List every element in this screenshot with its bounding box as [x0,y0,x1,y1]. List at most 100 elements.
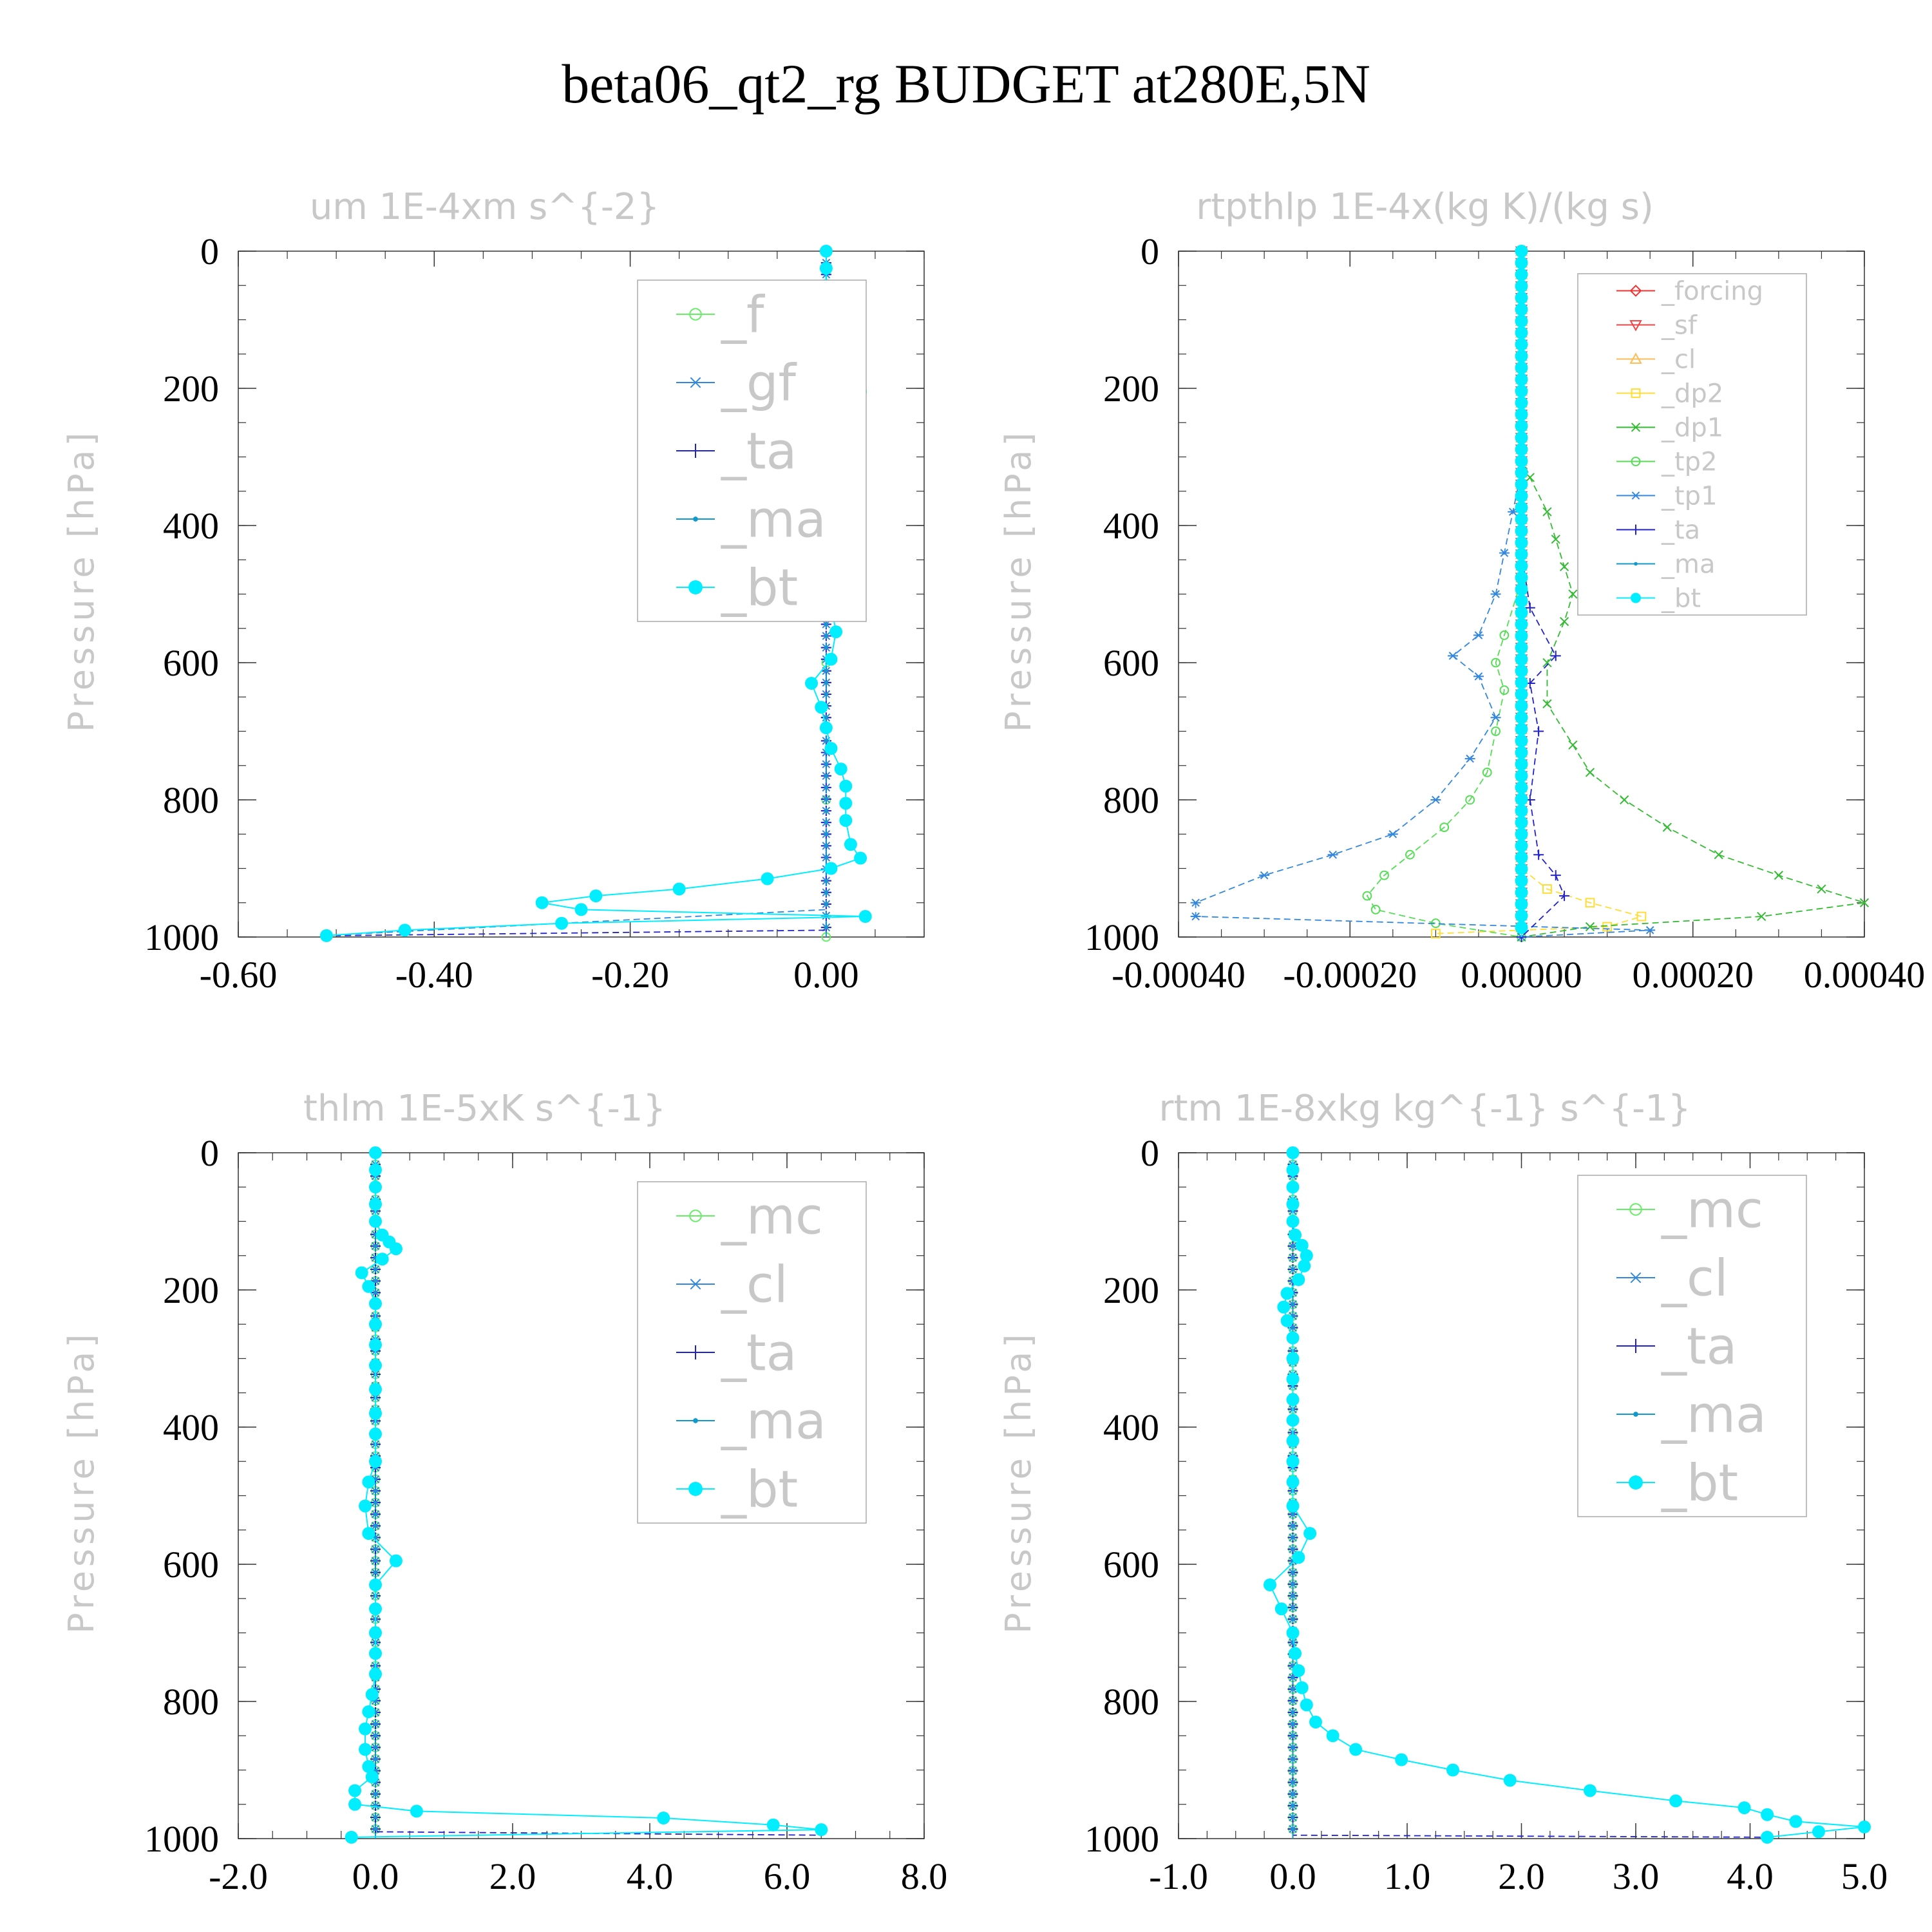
data-point [1515,862,1528,876]
y-tick-label: 200 [163,368,219,410]
data-point [1858,1820,1871,1833]
data-point [824,855,828,860]
legend-label: _mc [1661,1181,1763,1239]
legend-marker [1629,285,1642,297]
data-point [1817,884,1826,894]
data-point [824,773,828,778]
data-point [824,692,828,696]
data-point [1515,792,1528,806]
data-point [369,1163,382,1177]
data-point [1291,1722,1295,1726]
series-line [1435,251,1644,934]
legend-label: _bt [1661,584,1701,614]
figure-title: beta06_qt2_rg BUDGET at280E,5N [562,53,1370,115]
legend-label: _dp2 [1661,379,1723,409]
panel-title: rtpthlp 1E-4x(kg K)/(kg s) [1196,186,1654,228]
data-point [1550,650,1561,661]
data-point [374,1734,377,1738]
data-point [1190,912,1201,921]
data-point [1515,408,1528,421]
data-point [1533,849,1544,860]
data-point [1291,1570,1295,1575]
x-tick-label: 0.00040 [1804,954,1926,996]
data-point [369,1602,382,1616]
data-point [824,878,828,883]
data-point [1524,602,1535,613]
legend-box [637,279,867,622]
x-tick-label: 4.0 [627,1855,674,1897]
data-point [1515,454,1528,468]
data-point [834,762,848,776]
data-point [824,902,828,906]
data-point [1286,1163,1300,1177]
legend-item: _bt [1616,1454,1738,1512]
legend-marker [1631,457,1641,466]
data-point [1568,589,1578,599]
data-point [369,1626,382,1640]
data-point [1515,734,1528,748]
data-point [1515,711,1528,724]
y-tick-label: 600 [1103,642,1159,684]
data-point [374,1489,377,1493]
data-point [1568,740,1578,750]
legend-item: _ta [676,422,797,480]
data-point [1280,1287,1294,1300]
data-point [1370,905,1381,914]
data-point [1515,897,1528,911]
data-point [1515,571,1528,584]
data-point [1473,631,1484,639]
legend-marker [1633,1412,1638,1417]
data-point [1738,1801,1751,1815]
data-point [1515,676,1528,689]
data-point [819,245,833,258]
data-point [365,1770,379,1784]
plot-area [345,1146,828,1844]
data-point [1620,795,1629,805]
data-point [374,1524,377,1528]
data-point [1515,245,1528,258]
legend-item: _ta [1616,516,1700,545]
legend-item: _bt [676,559,798,617]
data-point [369,1427,382,1441]
data-point [824,622,828,627]
data-point [1448,652,1458,660]
data-point [389,1242,402,1256]
data-point [369,1578,382,1591]
legend-marker [1631,491,1641,500]
legend-item: _sf [1616,311,1698,341]
data-point [1515,652,1528,666]
data-point [319,929,333,942]
data-point [1515,921,1528,934]
data-point [1584,1784,1596,1797]
data-point [1669,1794,1683,1808]
data-point [824,809,828,813]
data-point [824,786,828,790]
legend-label: _tp2 [1661,448,1718,477]
legend-marker [1631,422,1641,432]
x-tick-label: -0.60 [200,954,278,996]
data-point [824,890,828,895]
data-point [374,1512,377,1517]
data-point [1490,713,1501,722]
legend-label: _mc [721,1188,823,1245]
series-line [1366,251,1522,938]
data-point [1291,1605,1295,1609]
data-point [1559,891,1570,902]
legend-item: _cl [676,1256,788,1314]
legend-item: _forcing [1616,277,1763,307]
data-point [1430,795,1441,804]
data-point [1349,1743,1363,1756]
data-point [1515,337,1528,351]
data-point [1515,279,1528,293]
legend-label: _ma [721,491,826,549]
data-point [1303,1527,1317,1540]
legend-item: _tp1 [1616,482,1718,511]
data-point [1291,1617,1295,1621]
legend-label: _ma [1661,1386,1766,1444]
x-tick-label: 2.0 [1498,1855,1545,1897]
data-point [1291,1524,1295,1528]
data-point [1289,1647,1302,1660]
x-tick-label: 0.00 [793,954,859,996]
data-point [1533,726,1544,737]
data-point [824,645,828,650]
